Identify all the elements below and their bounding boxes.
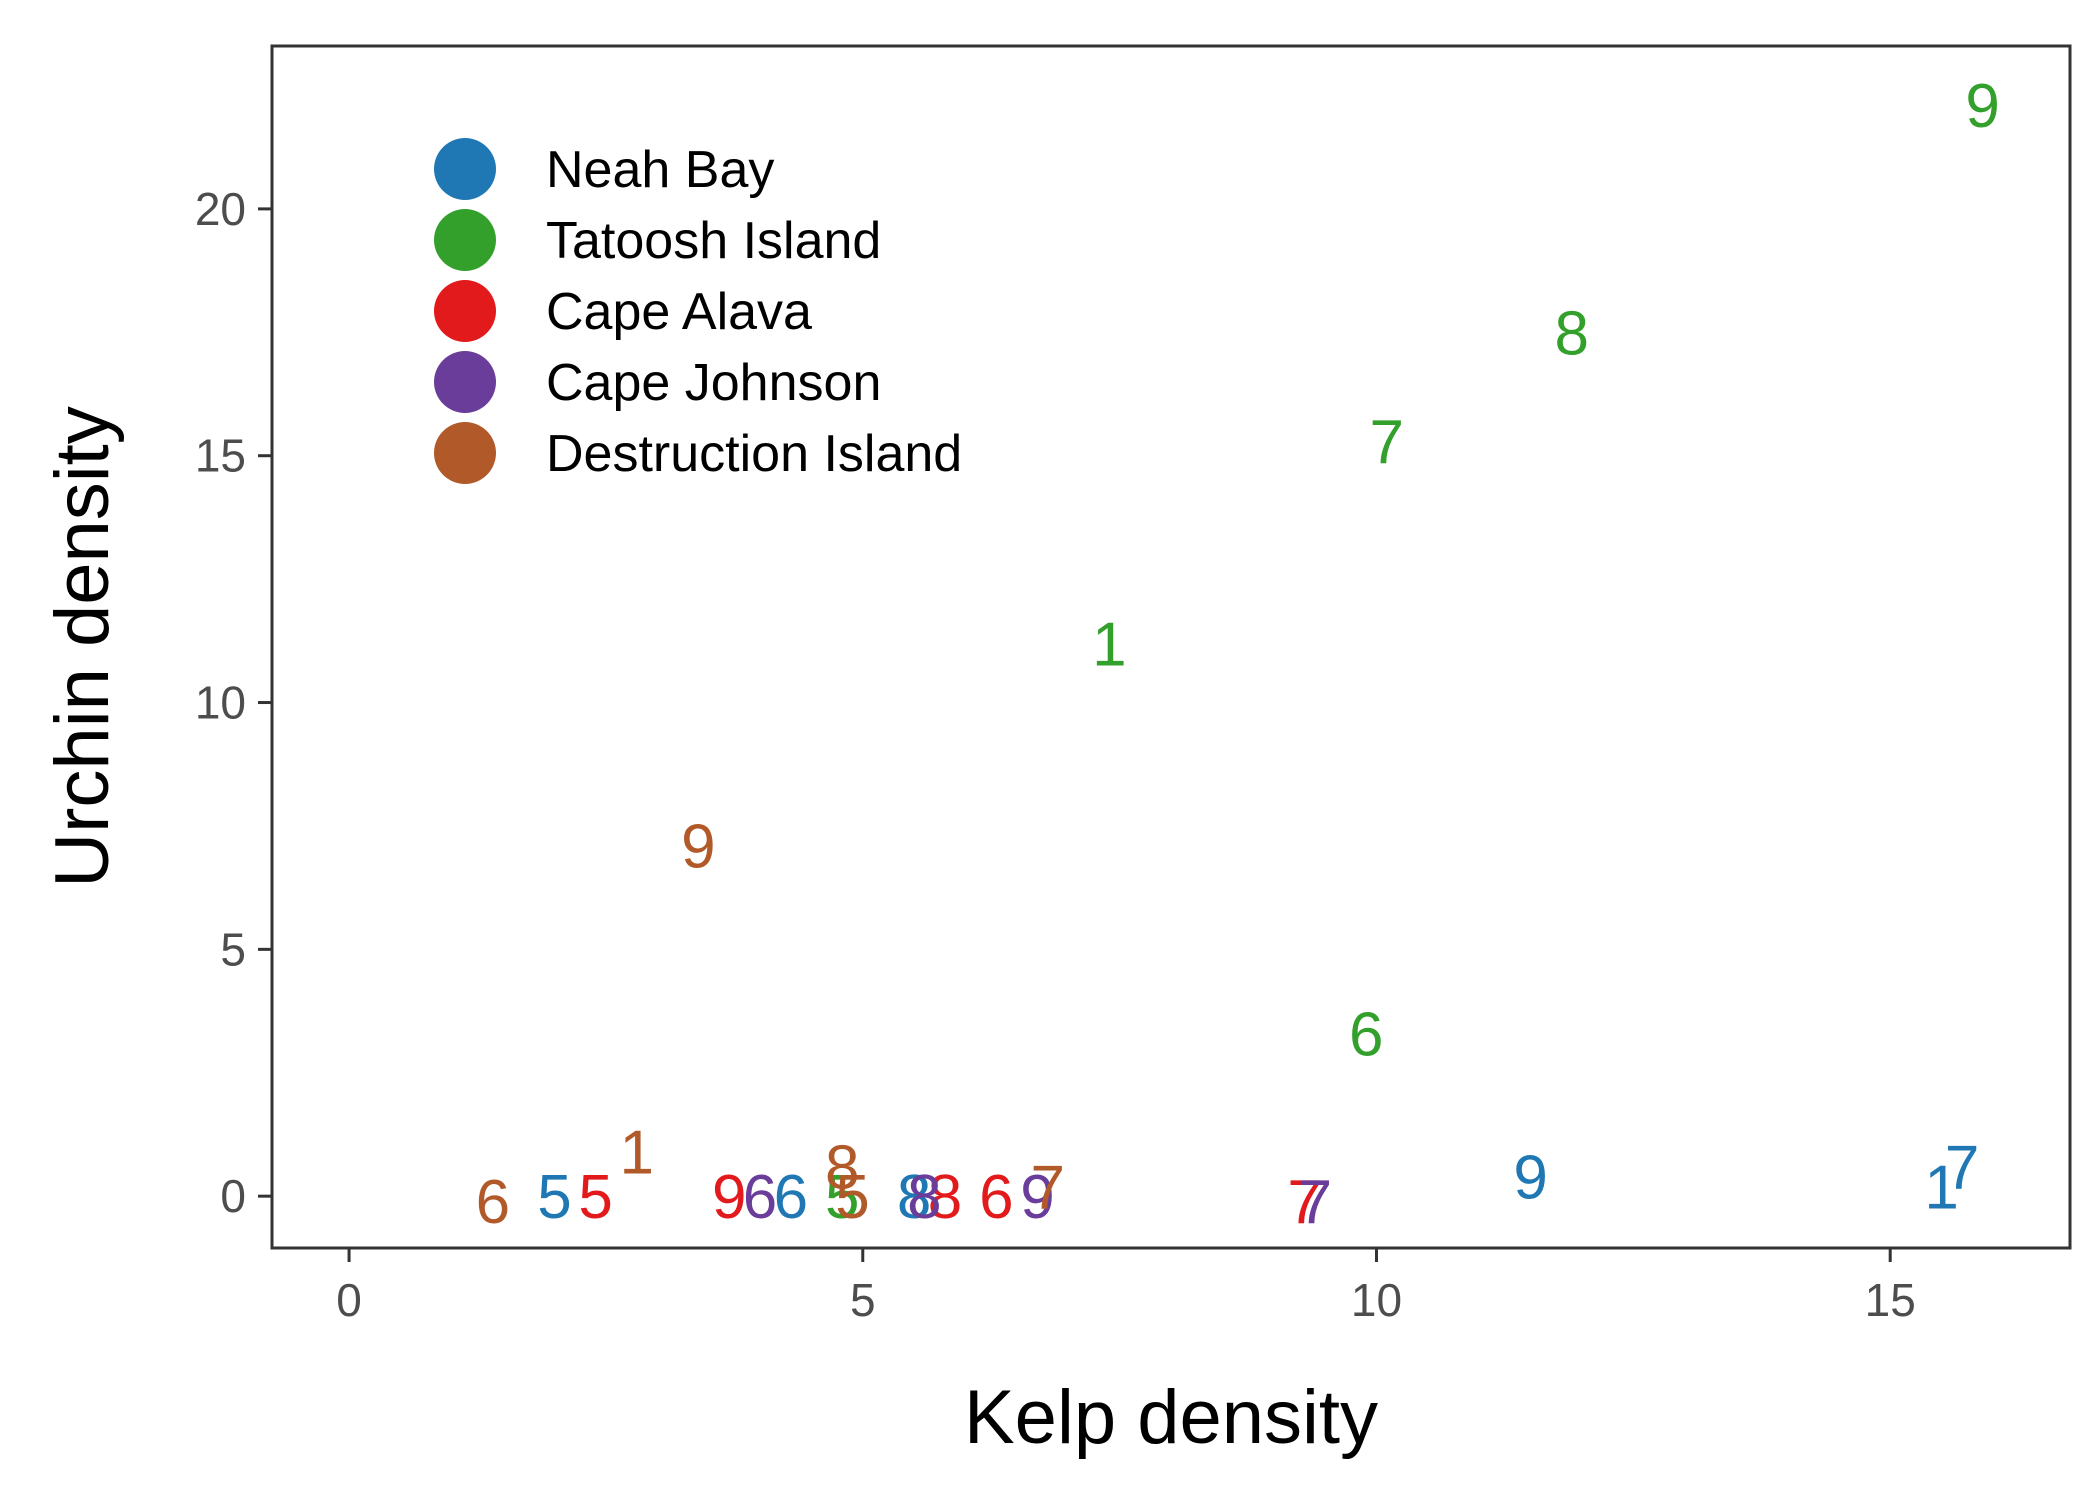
data-point-label: 5 xyxy=(835,1163,869,1232)
legend-key xyxy=(434,351,496,413)
data-point-label: 6 xyxy=(476,1168,510,1237)
data-point-label: 6 xyxy=(743,1163,777,1232)
x-axis-title: Kelp density xyxy=(964,1375,1378,1460)
data-point-label: 7 xyxy=(1945,1134,1979,1203)
y-tick-label: 0 xyxy=(220,1170,246,1222)
legend: Neah Bay Tatoosh Island Cape Alava Cape Joh… xyxy=(434,138,962,484)
data-point-label: 9 xyxy=(712,1163,746,1232)
data-point-label: 5 xyxy=(825,1163,859,1232)
y-axis: 0 5 10 15 20 xyxy=(195,183,272,1222)
plot-panel-border xyxy=(270,44,2072,1250)
x-tick-label: 0 xyxy=(336,1274,362,1326)
data-point-label: 5 xyxy=(578,1163,612,1232)
data-point-label: 8 xyxy=(825,1134,859,1203)
data-point-label: 7 xyxy=(1030,1153,1064,1222)
x-tick-label: 5 xyxy=(850,1274,876,1326)
data-point-label: 1 xyxy=(619,1119,653,1188)
data-point-label: 6 xyxy=(774,1163,808,1232)
data-point-label: 8 xyxy=(907,1163,941,1232)
data-point-label: 8 xyxy=(928,1163,962,1232)
legend-label: Tatoosh Island xyxy=(546,212,881,270)
data-point-label: 1 xyxy=(1092,610,1126,679)
data-point-label: 5 xyxy=(537,1163,571,1232)
data-point-label: 9 xyxy=(1965,72,1999,141)
y-tick-label: 15 xyxy=(195,430,246,482)
x-tick-label: 15 xyxy=(1865,1274,1916,1326)
y-tick-label: 5 xyxy=(220,923,246,975)
data-point-label: 1 xyxy=(1924,1153,1958,1222)
legend-label: Cape Alava xyxy=(546,283,812,341)
data-point-label: 9 xyxy=(1020,1163,1054,1232)
y-tick-label: 10 xyxy=(195,677,246,729)
data-point-label: 8 xyxy=(1554,299,1588,368)
legend-label: Neah Bay xyxy=(546,141,774,199)
legend-key xyxy=(434,138,496,200)
data-point-label: 7 xyxy=(1370,408,1404,477)
x-axis: 0 5 10 15 xyxy=(336,1248,1916,1326)
legend-key xyxy=(434,209,496,271)
legend-label: Cape Johnson xyxy=(546,354,881,412)
data-point-label: 6 xyxy=(979,1163,1013,1232)
legend-key xyxy=(434,422,496,484)
data-point-label: 7 xyxy=(1287,1168,1321,1237)
legend-label: Destruction Island xyxy=(546,425,962,483)
data-point-label: 8 xyxy=(897,1163,931,1232)
legend-key xyxy=(434,280,496,342)
y-tick-label: 20 xyxy=(195,183,246,235)
x-tick-label: 10 xyxy=(1351,1274,1402,1326)
data-point-label: 9 xyxy=(681,813,715,882)
y-axis-title: Urchin density xyxy=(40,406,125,888)
data-point-label: 7 xyxy=(1298,1168,1332,1237)
data-point-label: 9 xyxy=(1513,1143,1547,1212)
data-point-label: 6 xyxy=(1349,1000,1383,1069)
